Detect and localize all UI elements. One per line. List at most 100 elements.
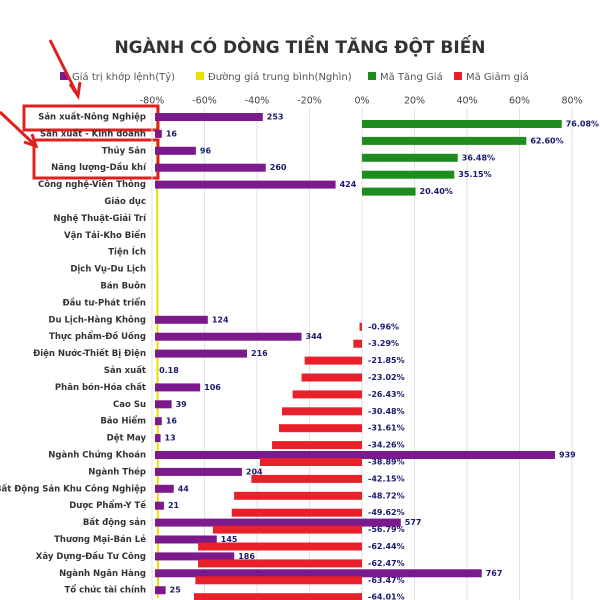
volume-bar <box>155 501 164 510</box>
category-label: Ngành Chứng Khoán <box>48 451 146 461</box>
change-label: 62.60% <box>530 136 563 145</box>
category-label: Nghệ Thuật-Giải Trí <box>53 213 147 224</box>
decrease-bar <box>272 441 362 450</box>
legend-label: Đường giá trung bình(Nghìn) <box>208 71 352 83</box>
category-label: Tiện Ích <box>108 246 146 258</box>
change-label: -26.43% <box>368 390 405 399</box>
decrease-bar <box>231 508 362 517</box>
increase-bar <box>362 170 455 179</box>
volume-label: 253 <box>267 113 284 122</box>
volume-bar <box>155 434 161 443</box>
category-label: Thực phẩm-Đồ Uống <box>49 331 146 342</box>
category-label: Phân bón-Hóa chất <box>55 382 146 393</box>
decrease-bar <box>212 525 362 534</box>
volume-label: 106 <box>204 383 221 392</box>
category-label: Vận Tải-Kho Biển <box>64 229 146 241</box>
category-label: Du Lịch-Hàng Không <box>48 314 146 325</box>
arrow <box>0 110 39 149</box>
volume-label: 767 <box>486 569 503 578</box>
legend-swatch <box>454 72 462 80</box>
category-label: Ngành Thép <box>88 466 146 477</box>
volume-bar <box>155 417 162 426</box>
x-tick-label: 40% <box>456 96 477 107</box>
volume-bar <box>155 315 208 324</box>
x-tick-label: -40% <box>245 96 270 107</box>
decrease-bar <box>198 559 362 568</box>
volume-bar <box>155 484 174 493</box>
decrease-bar <box>193 593 362 600</box>
legend-swatch <box>196 72 204 80</box>
change-label: -38.89% <box>368 458 405 467</box>
volume-bar <box>155 180 336 189</box>
change-label: -64.01% <box>368 593 405 600</box>
change-label: 20.40% <box>420 187 453 196</box>
category-label: Cao Su <box>113 400 146 410</box>
change-label: -34.26% <box>368 441 405 450</box>
category-label: Công nghệ-Viễn Thông <box>38 179 146 190</box>
category-label: Năng lượng-Dầu khí <box>51 162 147 173</box>
x-tick-label: 80% <box>561 96 582 107</box>
volume-bar <box>155 113 263 121</box>
category-label: Dệt May <box>107 434 147 444</box>
decrease-bar <box>304 356 362 365</box>
decrease-bar <box>195 576 362 585</box>
category-label: Điện Nước-Thiết Bị Điện <box>33 348 146 359</box>
increase-bar <box>362 153 458 162</box>
volume-bar <box>155 451 555 459</box>
legend: Giá trị khớp lệnh(Tỷ) Đường giá trung bìn… <box>60 71 529 83</box>
category-label: Bảo Hiểm <box>100 415 146 427</box>
change-label: -21.85% <box>368 356 405 365</box>
volume-bar <box>155 569 482 578</box>
volume-bar <box>155 586 166 595</box>
category-label: Bất động sản <box>83 517 146 528</box>
change-label: -62.47% <box>368 559 405 568</box>
volume-label: 577 <box>405 518 422 527</box>
volume-label: 124 <box>212 315 229 324</box>
volume-label: 96 <box>200 146 212 155</box>
category-label: Xây Dựng-Đầu Tư Công <box>36 551 146 562</box>
change-label: -63.47% <box>368 576 405 585</box>
change-label: -3.29% <box>368 339 399 348</box>
category-label: Sản xuất-Nông Nghiệp <box>38 112 146 123</box>
decrease-bar <box>259 458 362 466</box>
change-label: 35.15% <box>458 170 491 179</box>
change-label: -49.62% <box>368 508 405 517</box>
x-tick-label: -60% <box>192 96 217 107</box>
volume-label: 424 <box>340 180 357 189</box>
x-tick-label: -80% <box>140 96 165 107</box>
category-label: Dược Phẩm-Y Tế <box>69 500 146 511</box>
decrease-bar <box>301 373 362 382</box>
change-label: -42.15% <box>368 474 405 483</box>
increase-bar <box>362 187 416 196</box>
legend-label: Giá trị khớp lệnh(Tỷ) <box>72 71 175 83</box>
volume-label: 39 <box>176 400 188 409</box>
change-label: -48.72% <box>368 491 405 500</box>
change-label: -0.96% <box>368 322 399 331</box>
decrease-bar <box>281 407 362 416</box>
volume-label: 16 <box>166 417 178 426</box>
x-tick-label: 20% <box>404 96 425 107</box>
volume-bar <box>155 383 201 392</box>
decrease-bar <box>251 474 362 483</box>
decrease-bar <box>198 542 362 551</box>
category-label: Dịch Vụ-Du Lịch <box>70 265 146 275</box>
arrow <box>48 39 82 101</box>
change-label: -62.44% <box>368 542 405 551</box>
decrease-bar <box>359 322 362 331</box>
volume-label: 344 <box>306 332 323 341</box>
volume-bar <box>155 518 401 527</box>
increase-bar <box>362 136 527 145</box>
category-label: Sản xuất <box>104 365 146 376</box>
volume-label: 216 <box>251 349 268 358</box>
change-label: -56.79% <box>368 525 405 534</box>
category-label: Tổ chức tài chính <box>64 584 146 596</box>
category-label: Sản xuất - Kinh doanh <box>40 128 146 139</box>
volume-bar <box>155 332 302 341</box>
category-label: Đầu tư-Phát triển <box>62 296 146 308</box>
x-tick-label: -20% <box>297 96 322 107</box>
volume-bar <box>155 400 172 409</box>
decrease-bar <box>292 390 362 399</box>
volume-label: 13 <box>165 434 176 443</box>
volume-bar <box>155 552 235 561</box>
increase-bar <box>362 120 562 128</box>
